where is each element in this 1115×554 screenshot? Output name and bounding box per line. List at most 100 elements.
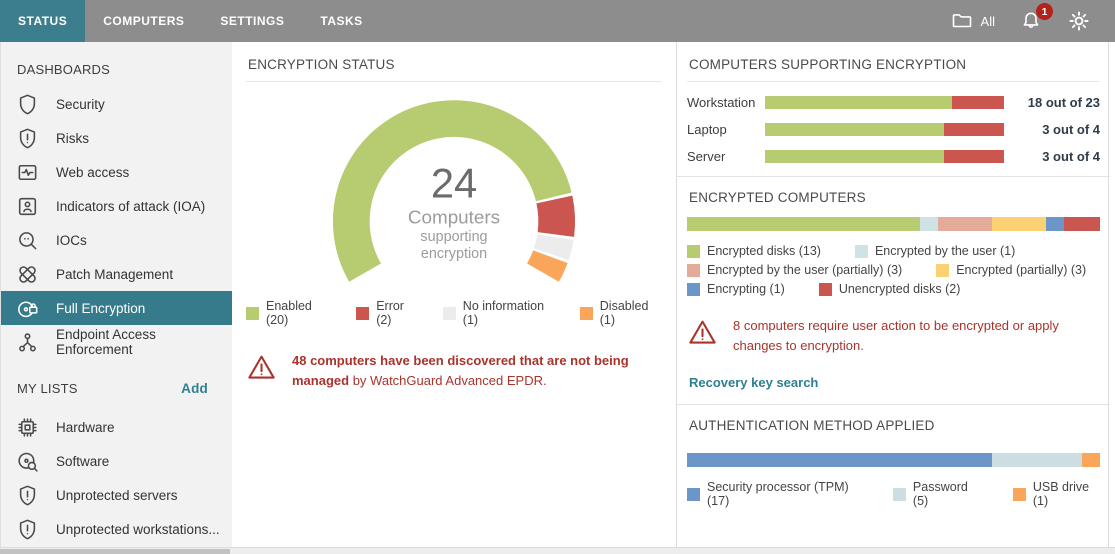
horizontal-scrollbar[interactable] [0, 547, 1115, 554]
legend-row: Encrypting (1) Unencrypted disks (2) [687, 282, 1100, 296]
warning-triangle-icon [246, 352, 277, 383]
encryption-status-panel: ENCRYPTION STATUS 24 Computers supportin… [232, 42, 677, 547]
search-dots-icon [15, 228, 40, 253]
sidebar-item-risks[interactable]: Risks [1, 121, 232, 155]
monitor-pulse-icon [15, 160, 40, 185]
svg-text:encryption: encryption [421, 246, 487, 262]
svg-text:Computers: Computers [408, 206, 500, 227]
legend-label: Encrypted (partially) (3) [956, 263, 1087, 277]
bar-segment-not-supporting [952, 96, 1004, 109]
tab-status[interactable]: STATUS [0, 0, 86, 42]
legend-item-error: Error (2) [356, 299, 419, 327]
legend-label: Encrypted disks (13) [707, 244, 821, 258]
legend-item-encrypted-by-the-user: Encrypted by the user (1) [854, 244, 1016, 258]
legend-item-password: Password (5) [892, 480, 979, 508]
add-list-link[interactable]: Add [181, 381, 208, 396]
tab-settings[interactable]: SETTINGS [220, 14, 285, 28]
sidebar-item-label: Endpoint Access Enforcement [56, 327, 156, 357]
encryption-status-title: ENCRYPTION STATUS [246, 42, 662, 82]
legend-label: Enabled (20) [266, 299, 312, 327]
category-label: Workstation [687, 95, 756, 110]
warning-bold-text: 48 computers have been discovered that a… [292, 353, 629, 388]
bar-segment-encrypted-partially [992, 217, 1047, 231]
legend-swatch [246, 306, 259, 320]
group-filter-button[interactable]: All [950, 9, 995, 33]
legend-label: Encrypted by the user (1) [874, 244, 1016, 258]
bar-segment-supporting [765, 150, 945, 163]
tab-computers[interactable]: COMPUTERS [103, 14, 185, 28]
support-row-laptop: Laptop 3 out of 4 [687, 122, 1100, 137]
user-action-warning-text: 8 computers require user action to be en… [733, 318, 1059, 353]
sidebar-item-label: Unprotected workstations... [56, 521, 220, 537]
sidebar-item-full-encryption[interactable]: Full Encryption [1, 291, 232, 325]
sidebar-item-hardware[interactable]: Hardware [1, 410, 232, 444]
mylists-items: Hardware Software Unprotected servers Un… [1, 410, 232, 546]
sidebar: DASHBOARDS Security Risks Web access Ind… [0, 42, 232, 547]
encryption-gauge: 24 Computers supporting encryption [246, 94, 662, 291]
notifications-button[interactable]: 1 [1019, 3, 1053, 33]
warning-triangle-icon [687, 317, 718, 348]
legend-item-encrypted-by-the-user-partially: Encrypted by the user (partially) (3) [687, 263, 902, 277]
section-divider-1 [677, 176, 1110, 177]
unmanaged-computers-warning: 48 computers have been discovered that a… [246, 351, 662, 390]
recovery-key-search-link[interactable]: Recovery key search [689, 375, 819, 390]
encrypted-computers-title: ENCRYPTED COMPUTERS [689, 190, 866, 205]
user-action-warning: 8 computers require user action to be en… [687, 316, 1100, 355]
legend-label: Password (5) [912, 480, 968, 508]
legend-row: Security processor (TPM) (17) Password (… [687, 480, 1100, 508]
legend-item-encrypting: Encrypting (1) [687, 282, 785, 296]
legend-label: USB drive (1) [1032, 480, 1090, 508]
bar-segment-not-supporting [944, 123, 1004, 136]
legend-label: Encrypted by the user (partially) (3) [707, 263, 903, 277]
top-navigation-bar: STATUS COMPUTERS SETTINGS TASKS All 1 [0, 0, 1115, 42]
legend-label: No information (1) [462, 299, 545, 327]
legend-swatch [687, 263, 700, 277]
mylists-header-label: MY LISTS [17, 381, 78, 396]
category-label: Laptop [687, 122, 727, 137]
sidebar-item-label: Hardware [56, 419, 115, 435]
bell-icon [1019, 9, 1043, 33]
sidebar-item-endpoint-access-enforcement[interactable]: Endpoint Access Enforcement [1, 325, 232, 359]
sidebar-item-unprotected-workstations[interactable]: Unprotected workstations... [1, 512, 232, 546]
legend-swatch [892, 487, 906, 501]
disk-lock-icon [15, 296, 40, 321]
sidebar-item-web-access[interactable]: Web access [1, 155, 232, 189]
legend-item-encrypted-disks: Encrypted disks (13) [687, 244, 821, 258]
support-bar [765, 96, 1004, 109]
authentication-method-bar [687, 453, 1100, 467]
legend-item-enabled: Enabled (20) [246, 299, 332, 327]
notification-count-badge: 1 [1036, 3, 1053, 20]
warning-rest-text: by WatchGuard Advanced EPDR. [352, 372, 547, 388]
sidebar-item-indicators-of-attack-ioa[interactable]: Indicators of attack (IOA) [1, 189, 232, 223]
bar-segment-password [992, 453, 1083, 467]
person-badge-icon [15, 194, 40, 219]
shield-exclamation-icon [15, 126, 40, 151]
right-panel: COMPUTERS SUPPORTING ENCRYPTION Workstat… [677, 42, 1110, 547]
sidebar-item-label: Unprotected servers [56, 487, 178, 503]
sidebar-item-software[interactable]: Software [1, 444, 232, 478]
sidebar-item-unprotected-servers[interactable]: Unprotected servers [1, 478, 232, 512]
network-icon [15, 330, 40, 355]
bar-segment-supporting [765, 123, 945, 136]
bar-segment-encrypted-by-the-user-partially [938, 217, 993, 231]
support-bar [765, 150, 1004, 163]
sidebar-item-label: Full Encryption [56, 300, 146, 316]
legend-item-security-processor-tpm: Security processor (TPM) (17) [687, 480, 859, 508]
settings-gear-button[interactable] [1067, 9, 1091, 33]
section-divider-2 [677, 404, 1110, 405]
authentication-method-legend: Security processor (TPM) (17) Password (… [687, 480, 1100, 508]
legend-item-usb-drive: USB drive (1) [1012, 480, 1100, 508]
scrollbar-thumb[interactable] [0, 549, 230, 554]
bar-value-label: 18 out of 23 [1027, 95, 1100, 110]
legend-swatch [356, 306, 370, 320]
sidebar-item-security[interactable]: Security [1, 87, 232, 121]
svg-text:24: 24 [431, 159, 477, 206]
folder-icon [950, 9, 974, 33]
authentication-method-title: AUTHENTICATION METHOD APPLIED [689, 418, 935, 433]
tab-tasks[interactable]: TASKS [320, 14, 363, 28]
gauge-svg: 24 Computers supporting encryption [332, 100, 576, 282]
sidebar-item-label: IOCs [56, 232, 87, 248]
sidebar-item-iocs[interactable]: IOCs [1, 223, 232, 257]
sidebar-item-patch-management[interactable]: Patch Management [1, 257, 232, 291]
sidebar-item-label: Security [56, 96, 105, 112]
